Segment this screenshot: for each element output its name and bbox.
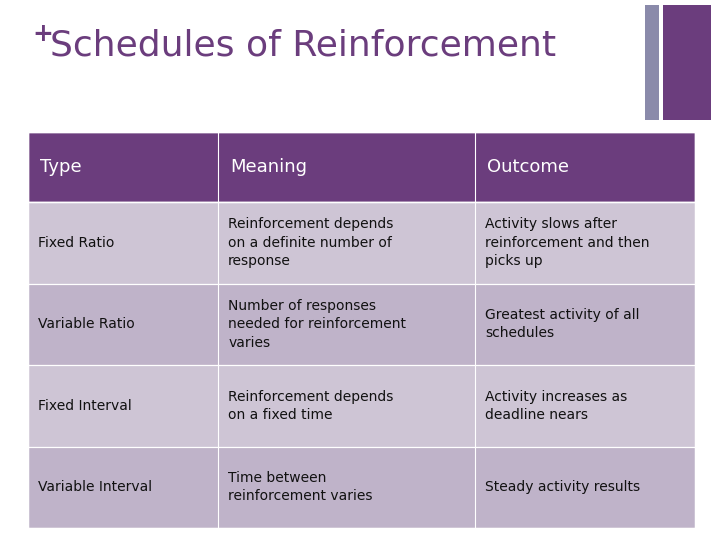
Bar: [28, 132, 695, 202]
Text: Activity slows after
reinforcement and then
picks up: Activity slows after reinforcement and t…: [485, 217, 649, 268]
Text: Greatest activity of all
schedules: Greatest activity of all schedules: [485, 308, 639, 340]
Text: Meaning: Meaning: [230, 158, 307, 176]
Text: Reinforcement depends
on a definite number of
response: Reinforcement depends on a definite numb…: [228, 217, 393, 268]
Text: Steady activity results: Steady activity results: [485, 480, 640, 494]
Text: Number of responses
needed for reinforcement
varies: Number of responses needed for reinforce…: [228, 299, 406, 350]
Bar: [28, 132, 695, 528]
Bar: [663, 5, 711, 120]
Bar: [28, 202, 695, 284]
Text: Fixed Interval: Fixed Interval: [38, 399, 132, 413]
Text: Outcome: Outcome: [487, 158, 569, 176]
Text: +: +: [32, 22, 53, 46]
Text: Schedules of Reinforcement: Schedules of Reinforcement: [50, 28, 556, 62]
Text: Variable Ratio: Variable Ratio: [38, 317, 135, 331]
Text: Activity increases as
deadline nears: Activity increases as deadline nears: [485, 389, 627, 422]
Bar: [28, 284, 695, 365]
Text: Time between
reinforcement varies: Time between reinforcement varies: [228, 471, 372, 503]
Text: Variable Interval: Variable Interval: [38, 480, 152, 494]
Text: Type: Type: [40, 158, 81, 176]
Text: Fixed Ratio: Fixed Ratio: [38, 236, 114, 249]
Bar: [645, 5, 659, 120]
Text: Reinforcement depends
on a fixed time: Reinforcement depends on a fixed time: [228, 389, 393, 422]
Bar: [28, 447, 695, 528]
Bar: [28, 365, 695, 447]
